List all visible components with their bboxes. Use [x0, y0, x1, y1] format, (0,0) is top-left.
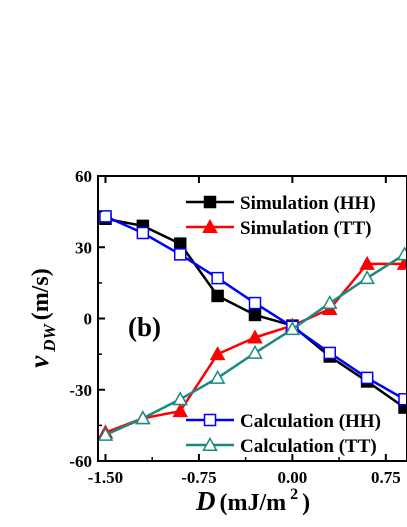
x-axis-unit: (mJ/m	[220, 490, 287, 516]
data-point	[173, 237, 187, 250]
data-point	[248, 308, 262, 322]
data-point	[284, 321, 301, 336]
legend-label: Calculation (TT)	[240, 436, 377, 457]
data-point	[321, 295, 338, 310]
x-tick-label: -0.75	[181, 468, 216, 487]
data-point	[360, 371, 374, 385]
data-point	[211, 289, 224, 303]
y-tick-label: 30	[75, 238, 92, 257]
y-tick-label: 0	[84, 310, 93, 329]
y-axis-title: v DW (m/s)	[24, 268, 59, 367]
data-point	[359, 270, 375, 285]
data-point	[398, 393, 407, 406]
panel-label: (b)	[128, 312, 161, 342]
y-tick-label: -30	[69, 381, 92, 400]
legend-item-2: Simulation (TT)	[186, 218, 371, 239]
x-axis-unit-close: )	[302, 490, 310, 516]
legend-label: Simulation (HH)	[240, 193, 376, 214]
legend-marker	[203, 413, 217, 427]
legend-item-3: Calculation (HH)	[186, 411, 381, 432]
data-point	[247, 344, 263, 359]
legend-marker	[203, 195, 217, 209]
x-axis-title: D (mJ/m 2 )	[195, 486, 310, 516]
x-tick-label: 0.00	[277, 468, 307, 487]
series-4	[97, 246, 407, 441]
legend-label: Simulation (TT)	[240, 218, 371, 239]
series-3	[99, 210, 407, 406]
series-line	[104, 253, 406, 437]
y-tick-label: 60	[75, 167, 92, 186]
x-tick-label: 0.75	[371, 468, 401, 487]
data-point	[209, 346, 226, 361]
data-point	[136, 226, 150, 240]
legend-item-4: Calculation (TT)	[186, 436, 377, 457]
data-point	[396, 246, 407, 261]
data-point	[323, 346, 336, 360]
x-axis-unit-exponent: 2	[290, 486, 298, 503]
data-point	[211, 271, 224, 285]
x-tick-label: -1.50	[88, 468, 123, 487]
legend-item-1: Simulation (HH)	[186, 193, 376, 214]
data-point	[135, 410, 151, 425]
legend-marker	[202, 436, 218, 451]
data-point	[172, 391, 189, 406]
y-tick-label: -60	[69, 452, 92, 471]
data-point	[359, 255, 375, 270]
y-axis-unit: (m/s)	[28, 268, 54, 320]
x-axis-symbol: D	[195, 486, 216, 516]
data-point	[248, 296, 262, 310]
data-point	[172, 403, 189, 418]
y-axis-subscript: DW	[40, 322, 59, 352]
data-point	[99, 210, 112, 223]
legend-label: Calculation (HH)	[240, 411, 381, 432]
data-point	[247, 329, 263, 344]
data-point	[209, 369, 226, 384]
legend-marker	[202, 218, 218, 233]
data-point	[97, 426, 114, 441]
data-point	[173, 248, 187, 261]
y-axis-symbol: v	[24, 355, 54, 368]
